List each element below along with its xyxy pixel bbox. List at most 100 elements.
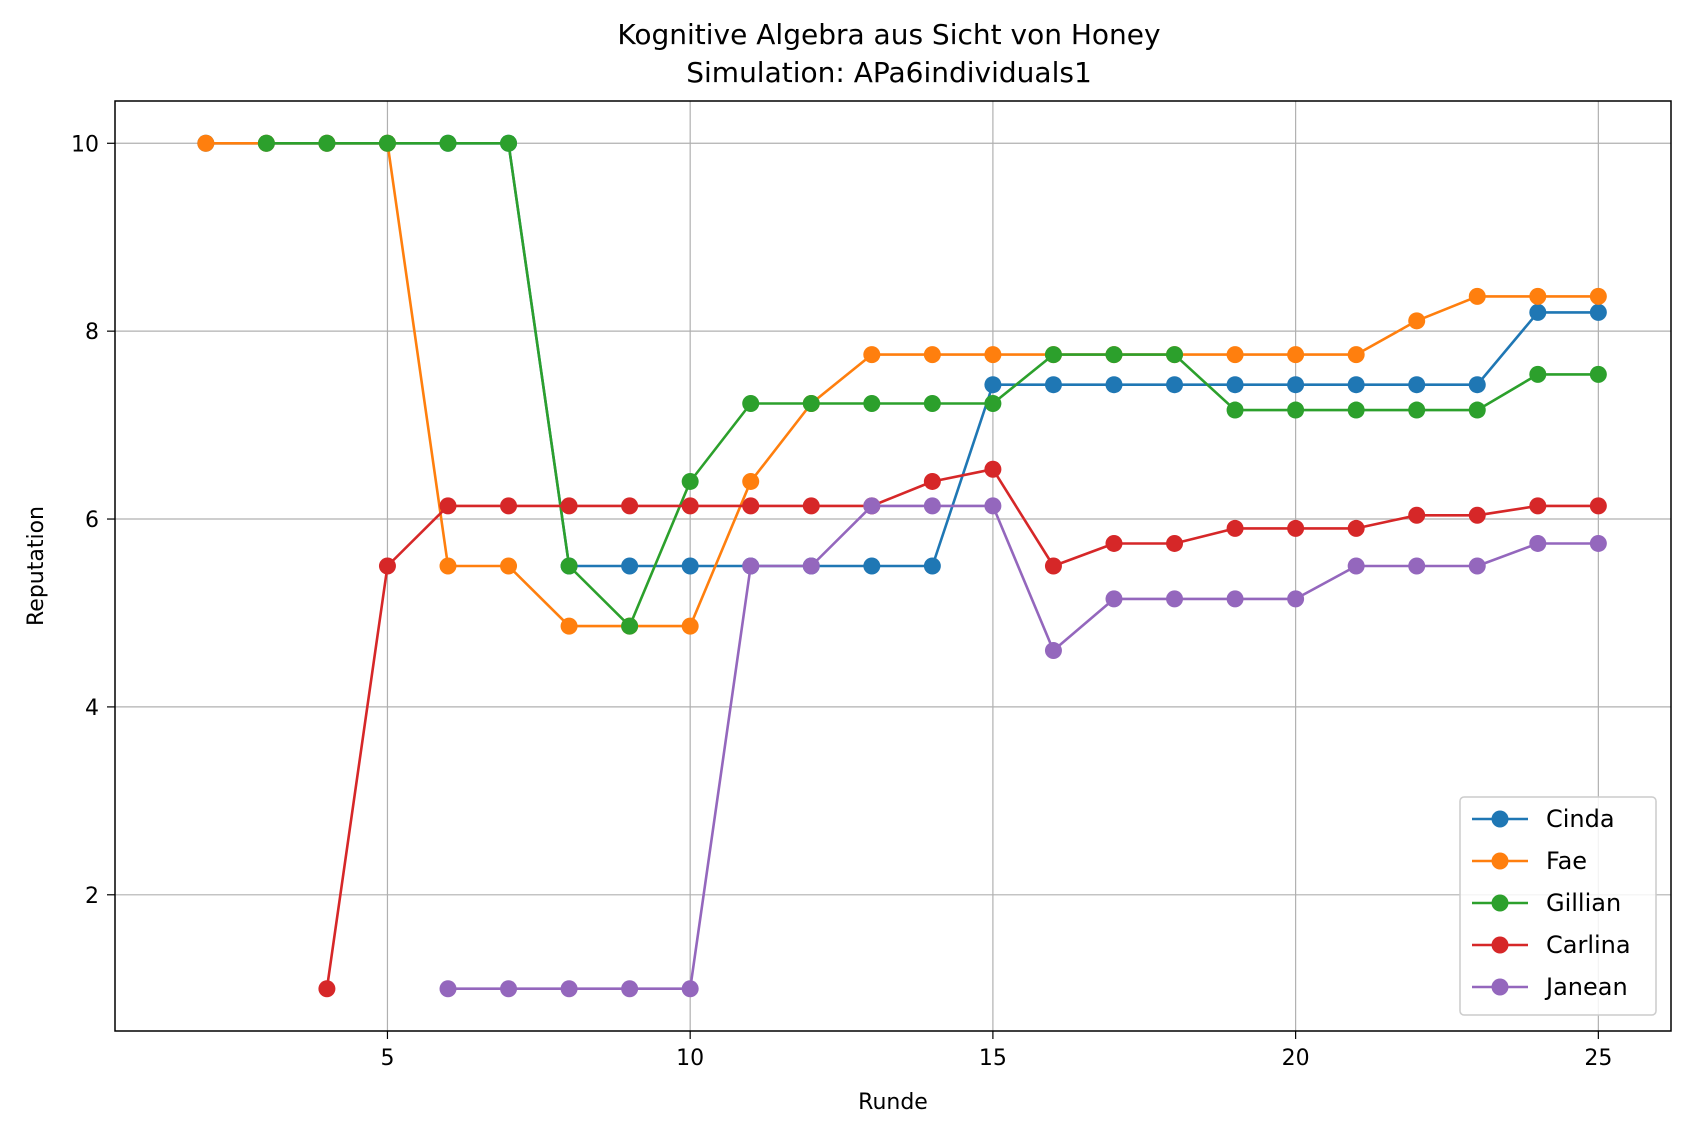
data-point-cinda <box>1226 376 1244 394</box>
data-point-gillian <box>863 394 881 412</box>
data-point-gillian <box>1287 401 1305 419</box>
data-point-gillian <box>378 134 396 152</box>
data-point-gillian <box>318 134 336 152</box>
data-point-cinda <box>681 557 699 575</box>
data-point-gillian <box>257 134 275 152</box>
legend-marker <box>1491 810 1509 828</box>
data-point-fae <box>863 346 881 364</box>
data-point-cinda <box>1166 376 1184 394</box>
data-point-fae <box>560 617 578 635</box>
data-point-fae <box>500 557 518 575</box>
data-point-janean <box>1529 534 1547 552</box>
data-point-gillian <box>742 394 760 412</box>
data-point-gillian <box>1044 346 1062 364</box>
legend-label: Carlina <box>1546 931 1631 959</box>
data-point-carlina <box>1166 534 1184 552</box>
data-point-fae <box>1529 287 1547 305</box>
data-point-carlina <box>560 497 578 515</box>
y-tick-label: 8 <box>85 320 99 345</box>
data-point-carlina <box>1105 534 1123 552</box>
y-tick-label: 6 <box>85 508 99 533</box>
data-point-janean <box>1347 557 1365 575</box>
data-point-carlina <box>1589 497 1607 515</box>
data-point-fae <box>1287 346 1305 364</box>
data-point-cinda <box>1105 376 1123 394</box>
data-point-janean <box>681 980 699 998</box>
legend-item-cinda: Cinda <box>1472 805 1615 833</box>
data-point-fae <box>1408 312 1426 330</box>
legend-label: Gillian <box>1546 889 1621 917</box>
chart-subtitle: Simulation: APa6individuals1 <box>686 56 1092 89</box>
data-point-carlina <box>318 980 336 998</box>
x-tick-label: 5 <box>380 1046 394 1071</box>
y-tick-label: 2 <box>85 884 99 909</box>
x-tick-label: 20 <box>1282 1046 1310 1071</box>
data-point-gillian <box>984 394 1002 412</box>
data-point-gillian <box>1529 365 1547 383</box>
data-point-cinda <box>923 557 941 575</box>
legend-item-gillian: Gillian <box>1472 889 1621 917</box>
data-point-gillian <box>1408 401 1426 419</box>
data-point-gillian <box>1347 401 1365 419</box>
data-point-cinda <box>984 376 1002 394</box>
grid <box>115 101 1671 1031</box>
data-point-fae <box>1589 287 1607 305</box>
data-point-cinda <box>1468 376 1486 394</box>
data-point-janean <box>742 557 760 575</box>
data-point-carlina <box>1226 519 1244 537</box>
data-point-fae <box>439 557 457 575</box>
ticks: 5 10 15 20 25 2 4 6 8 10 <box>71 132 1612 1071</box>
x-tick-label: 10 <box>676 1046 704 1071</box>
legend-box <box>1459 796 1657 1016</box>
data-point-gillian <box>923 394 941 412</box>
y-tick-label: 4 <box>85 696 99 721</box>
plot-frame <box>114 100 1672 1032</box>
series-layer <box>197 134 1607 998</box>
data-point-carlina <box>1529 497 1547 515</box>
x-axis-label: Runde <box>858 1090 928 1115</box>
x-tick-label: 25 <box>1584 1046 1612 1071</box>
data-point-gillian <box>1166 346 1184 364</box>
data-point-gillian <box>1468 401 1486 419</box>
series-janean <box>439 497 1607 998</box>
chart-title: Kognitive Algebra aus Sicht von Honey <box>617 18 1160 51</box>
data-point-gillian <box>1105 346 1123 364</box>
data-point-carlina <box>621 497 639 515</box>
data-point-carlina <box>923 472 941 490</box>
data-point-carlina <box>984 460 1002 478</box>
legend-item-fae: Fae <box>1472 847 1587 875</box>
legend-label: Janean <box>1544 973 1628 1001</box>
series-carlina <box>318 460 1607 998</box>
data-point-gillian <box>681 472 699 490</box>
data-point-janean <box>1166 590 1184 608</box>
data-point-carlina <box>1287 519 1305 537</box>
data-point-cinda <box>621 557 639 575</box>
legend-marker <box>1491 852 1509 870</box>
data-point-janean <box>560 980 578 998</box>
data-point-carlina <box>802 497 820 515</box>
data-point-janean <box>1226 590 1244 608</box>
data-point-cinda <box>1589 303 1607 321</box>
data-point-fae <box>984 346 1002 364</box>
data-point-gillian <box>560 557 578 575</box>
series-line-fae <box>205 142 1599 628</box>
legend: Cinda Fae Gillian Carlina Janean <box>1459 796 1657 1016</box>
data-point-fae <box>1226 346 1244 364</box>
data-point-cinda <box>1347 376 1365 394</box>
data-point-janean <box>1105 590 1123 608</box>
data-point-carlina <box>681 497 699 515</box>
data-point-cinda <box>1044 376 1062 394</box>
data-point-carlina <box>1044 557 1062 575</box>
series-line-carlina <box>325 467 1599 989</box>
data-point-carlina <box>378 557 396 575</box>
data-point-fae <box>923 346 941 364</box>
data-point-cinda <box>1529 303 1547 321</box>
data-point-cinda <box>863 557 881 575</box>
data-point-carlina <box>439 497 457 515</box>
data-point-janean <box>1287 590 1305 608</box>
data-point-carlina <box>1408 506 1426 524</box>
x-tick-label: 15 <box>979 1046 1007 1071</box>
data-point-janean <box>621 980 639 998</box>
legend-marker <box>1491 894 1509 912</box>
